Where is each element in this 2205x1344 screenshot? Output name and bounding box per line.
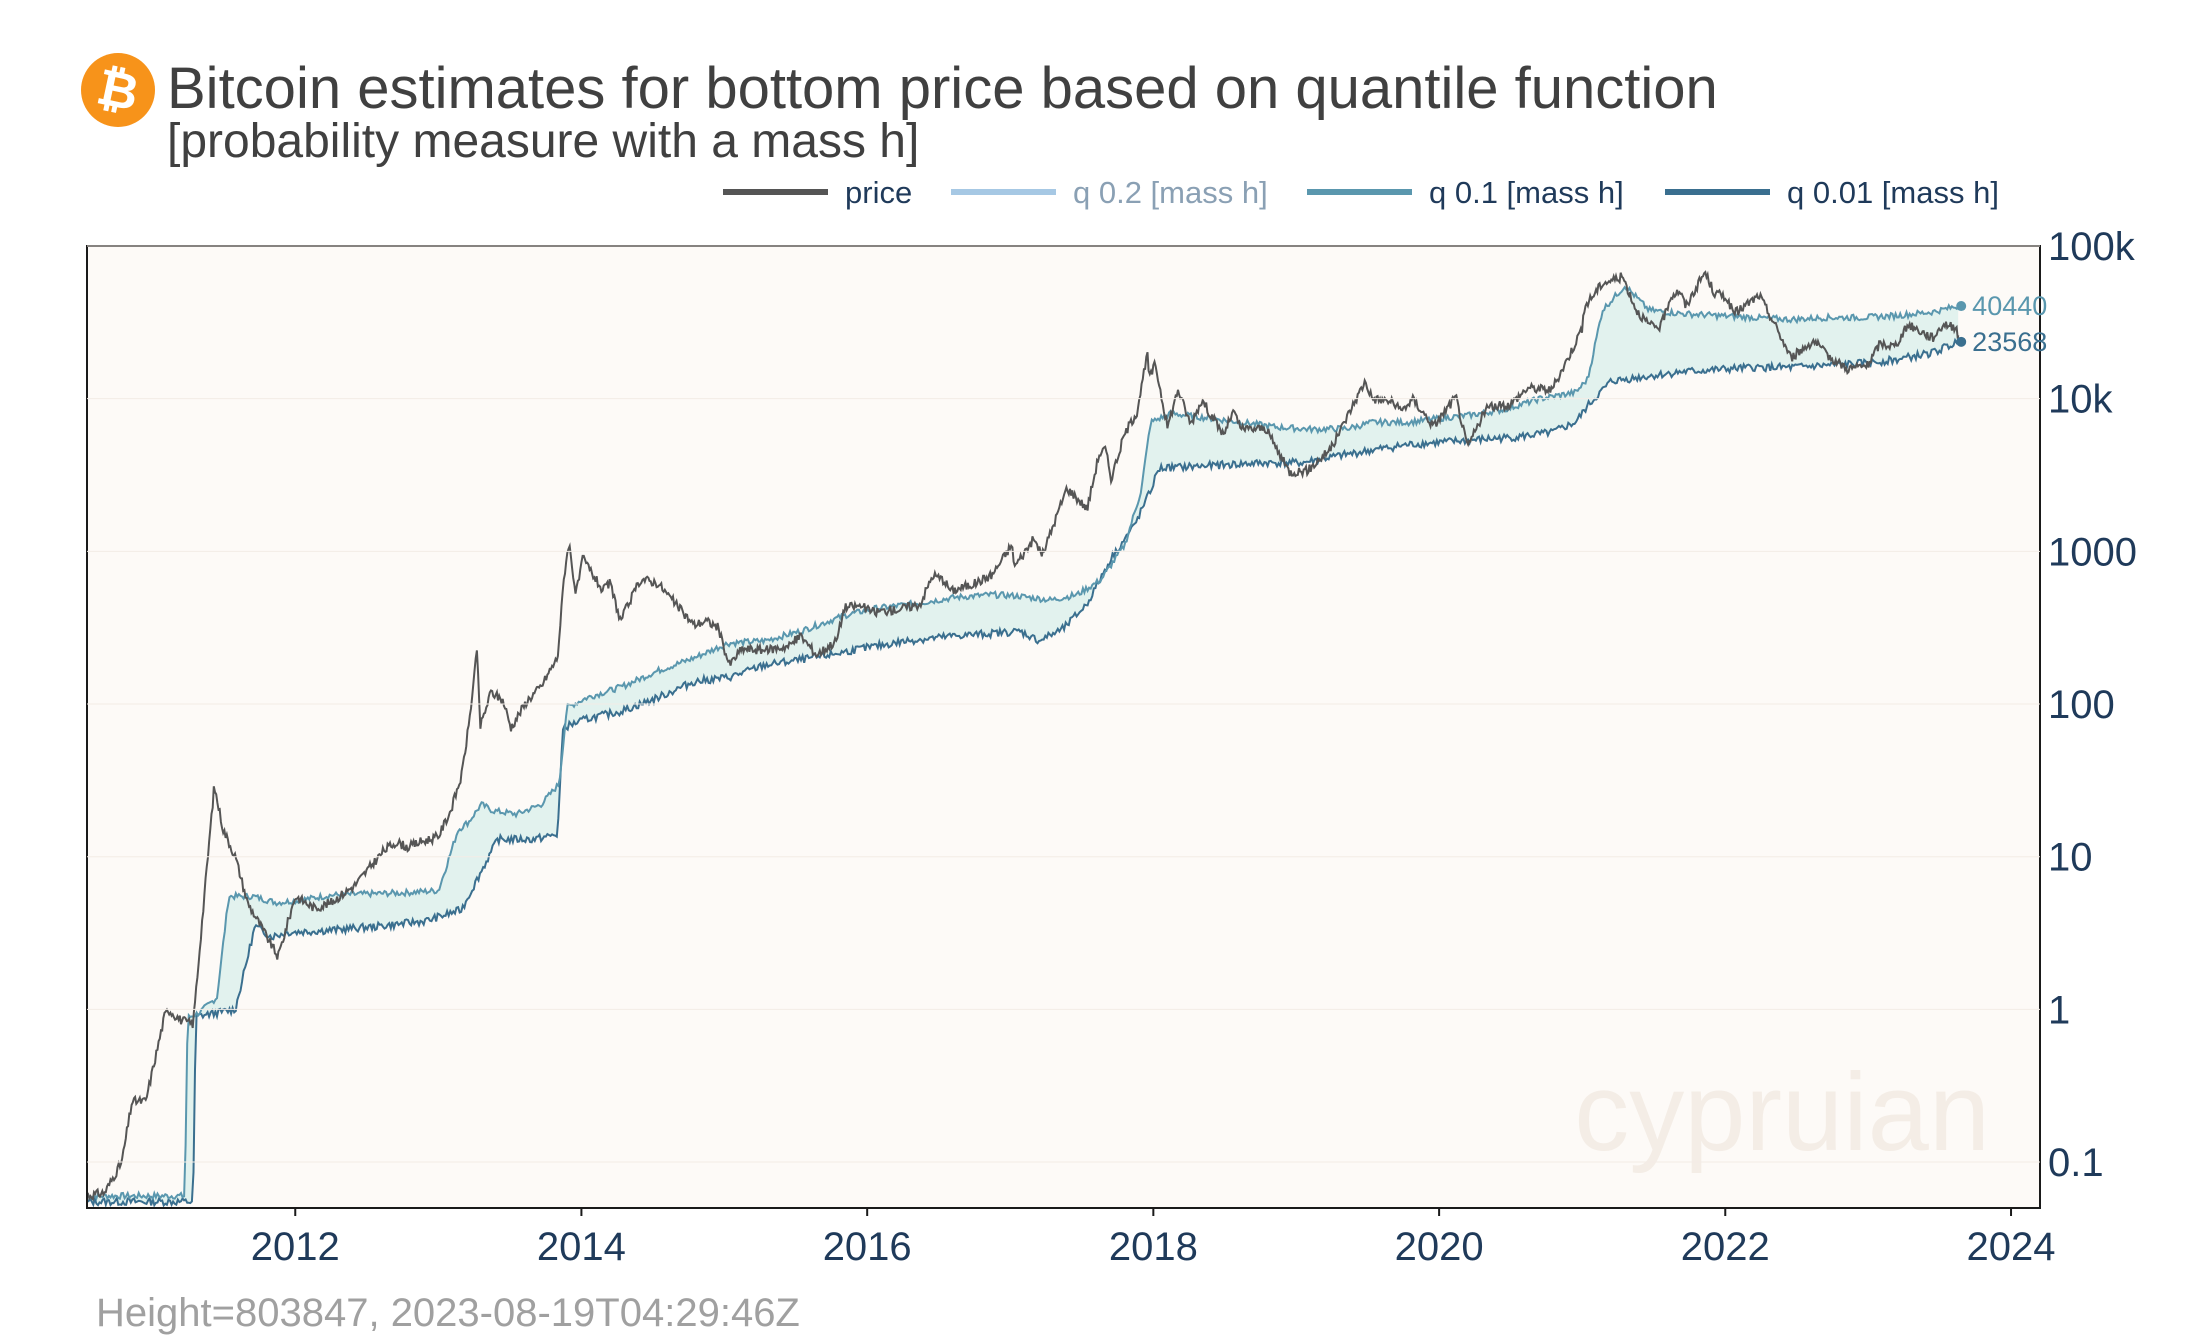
legend-label-q001: q 0.01 [mass h]	[1787, 175, 1999, 210]
chart-subtitle: [probability measure with a mass h]	[167, 115, 919, 168]
bitcoin-logo-icon: ₿	[81, 53, 155, 127]
x-tick-label-2022: 2022	[1681, 1225, 1770, 1269]
block-status: Height=803847, 2023-08-19T04:29:46Z	[96, 1291, 800, 1335]
x-tick-label-2012: 2012	[251, 1225, 340, 1269]
y-axis: 0.1 1 10 100 1000 10k 100k	[87, 225, 2137, 1185]
legend-label-q02: q 0.2 [mass h]	[1073, 175, 1268, 210]
x-tick-label-2016: 2016	[823, 1225, 912, 1269]
plot-area	[87, 246, 2040, 1208]
end-labels: 40440 23568	[1956, 291, 2047, 357]
y-tick-label-1: 1	[2048, 988, 2070, 1032]
x-axis: 2012 2014 2016 2018 2020 2022 2024	[251, 1208, 2056, 1269]
series-line-q01	[86, 285, 1960, 1201]
watermark: cypruian	[1574, 1051, 1990, 1174]
y-tick-label-100: 100	[2048, 683, 2115, 727]
legend-label-q01: q 0.1 [mass h]	[1429, 175, 1624, 210]
y-tick-label-0.1: 0.1	[2048, 1141, 2104, 1185]
legend-item-q001: q 0.01 [mass h]	[1665, 175, 1999, 210]
legend-item-q01: q 0.1 [mass h]	[1307, 175, 1624, 210]
series-line-q001	[86, 337, 1960, 1209]
x-tick-label-2014: 2014	[537, 1225, 626, 1269]
y-tick-label-100k: 100k	[2048, 225, 2136, 269]
plot-layer	[86, 270, 1960, 1209]
legend-item-price: price	[723, 175, 912, 210]
legend-item-q02: q 0.2 [mass h]	[951, 175, 1268, 210]
series-line-price	[86, 270, 1960, 1202]
legend-label-price: price	[845, 175, 912, 210]
y-tick-label-1000: 1000	[2048, 530, 2137, 574]
end-marker-q001	[1956, 336, 1967, 347]
end-label-q01: 40440	[1972, 291, 2047, 321]
y-tick-label-10: 10	[2048, 836, 2093, 880]
end-label-q001: 23568	[1972, 327, 2047, 357]
legend: price q 0.2 [mass h] q 0.1 [mass h] q 0.01 …	[723, 175, 1999, 210]
x-tick-label-2020: 2020	[1395, 1225, 1484, 1269]
x-tick-label-2018: 2018	[1109, 1225, 1198, 1269]
chart-title: Bitcoin estimates for bottom price based…	[167, 56, 1718, 121]
y-tick-label-10k: 10k	[2048, 378, 2113, 422]
x-tick-label-2024: 2024	[1967, 1225, 2056, 1269]
end-marker-q01	[1956, 301, 1967, 312]
